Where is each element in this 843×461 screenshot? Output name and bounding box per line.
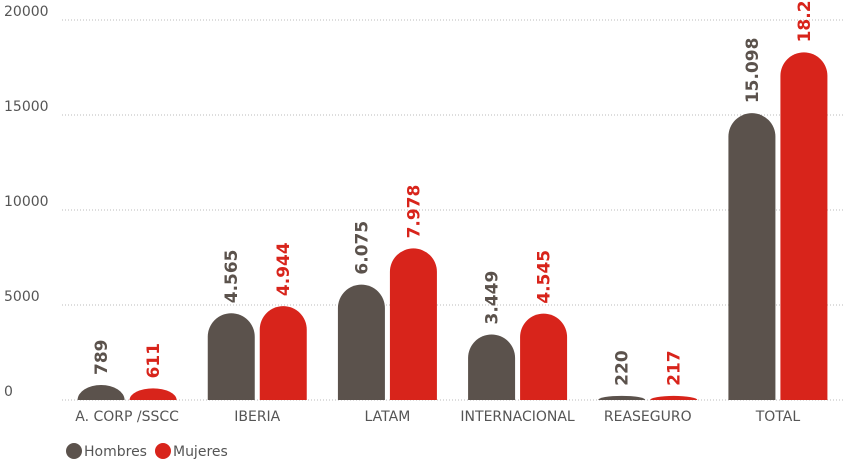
value-label: 611 xyxy=(144,343,164,379)
bar xyxy=(389,248,437,400)
value-label: 4.545 xyxy=(535,250,555,304)
bar xyxy=(77,385,125,400)
value-label: 15.098 xyxy=(743,38,763,104)
y-tick-label: 0 xyxy=(4,384,13,400)
x-tick-label: LATAM xyxy=(365,409,411,425)
bar xyxy=(207,313,255,400)
bar xyxy=(337,284,385,400)
x-tick-label: A. CORP /SSCC xyxy=(75,409,179,425)
y-tick-label: 10000 xyxy=(4,194,49,210)
bar xyxy=(598,395,646,400)
x-tick-label: TOTAL xyxy=(755,409,801,425)
legend-swatch xyxy=(66,443,82,459)
value-label: 18.295 xyxy=(795,0,815,42)
value-label: 7.978 xyxy=(404,185,424,239)
bar xyxy=(650,395,698,400)
x-tick-label: IBERIA xyxy=(234,409,280,425)
y-tick-label: 15000 xyxy=(4,99,49,115)
bar xyxy=(259,306,307,400)
bar xyxy=(520,313,568,400)
legend-label: Mujeres xyxy=(173,444,228,460)
value-label: 6.075 xyxy=(352,221,372,275)
bar xyxy=(129,388,177,400)
bar xyxy=(728,113,776,400)
value-label: 789 xyxy=(92,340,112,376)
x-tick-label: INTERNACIONAL xyxy=(460,409,575,425)
value-label: 220 xyxy=(613,350,633,386)
value-label: 217 xyxy=(665,350,685,386)
value-label: 3.449 xyxy=(483,271,503,325)
y-tick-label: 5000 xyxy=(4,289,40,305)
bar xyxy=(468,334,516,400)
bar xyxy=(780,52,828,401)
y-tick-label: 20000 xyxy=(4,4,49,20)
legend-label: Hombres xyxy=(84,444,147,460)
legend-swatch xyxy=(154,443,171,459)
x-tick-label: REASEGURO xyxy=(604,409,692,425)
value-label: 4.565 xyxy=(222,249,242,303)
value-label: 4.944 xyxy=(274,242,294,296)
